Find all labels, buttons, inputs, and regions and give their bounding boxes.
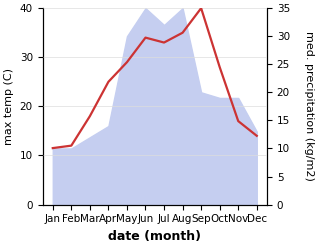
Y-axis label: med. precipitation (kg/m2): med. precipitation (kg/m2)	[304, 31, 314, 181]
Y-axis label: max temp (C): max temp (C)	[4, 68, 14, 145]
X-axis label: date (month): date (month)	[108, 230, 201, 243]
